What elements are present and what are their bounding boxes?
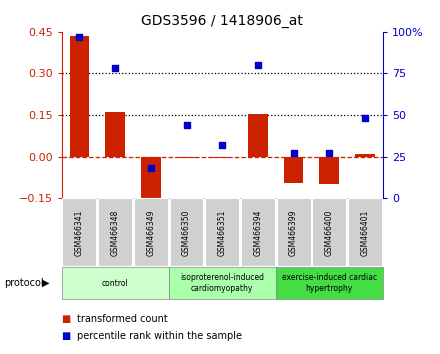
Text: GSM466341: GSM466341 xyxy=(75,210,84,256)
Text: GSM466400: GSM466400 xyxy=(325,210,334,256)
Text: GSM466401: GSM466401 xyxy=(360,210,370,256)
Text: isoproterenol-induced
cardiomyopathy: isoproterenol-induced cardiomyopathy xyxy=(180,274,264,293)
Text: transformed count: transformed count xyxy=(77,314,168,324)
Point xyxy=(254,62,261,68)
Title: GDS3596 / 1418906_at: GDS3596 / 1418906_at xyxy=(141,14,303,28)
Text: percentile rank within the sample: percentile rank within the sample xyxy=(77,331,242,341)
Bar xyxy=(284,156,304,183)
Bar xyxy=(319,156,339,184)
Text: control: control xyxy=(102,279,128,288)
Point xyxy=(112,65,119,71)
Text: ■: ■ xyxy=(62,331,71,341)
Bar xyxy=(70,36,89,156)
Bar xyxy=(355,154,375,156)
Text: GSM466350: GSM466350 xyxy=(182,210,191,256)
Bar xyxy=(213,156,232,158)
Text: GSM466399: GSM466399 xyxy=(289,210,298,256)
Point xyxy=(147,165,154,171)
Bar xyxy=(105,112,125,156)
Text: ▶: ▶ xyxy=(42,278,49,288)
Bar xyxy=(177,156,196,158)
Bar xyxy=(141,156,161,205)
Text: protocol: protocol xyxy=(4,278,44,288)
Text: GSM466349: GSM466349 xyxy=(147,210,155,256)
Point xyxy=(326,150,333,156)
Point xyxy=(219,142,226,148)
Bar xyxy=(248,114,268,156)
Point xyxy=(361,115,368,121)
Point xyxy=(290,150,297,156)
Text: GSM466351: GSM466351 xyxy=(218,210,227,256)
Text: GSM466348: GSM466348 xyxy=(110,210,120,256)
Text: ■: ■ xyxy=(62,314,71,324)
Text: GSM466394: GSM466394 xyxy=(253,210,262,256)
Point xyxy=(76,34,83,40)
Point xyxy=(183,122,190,128)
Text: exercise-induced cardiac
hypertrophy: exercise-induced cardiac hypertrophy xyxy=(282,274,377,293)
